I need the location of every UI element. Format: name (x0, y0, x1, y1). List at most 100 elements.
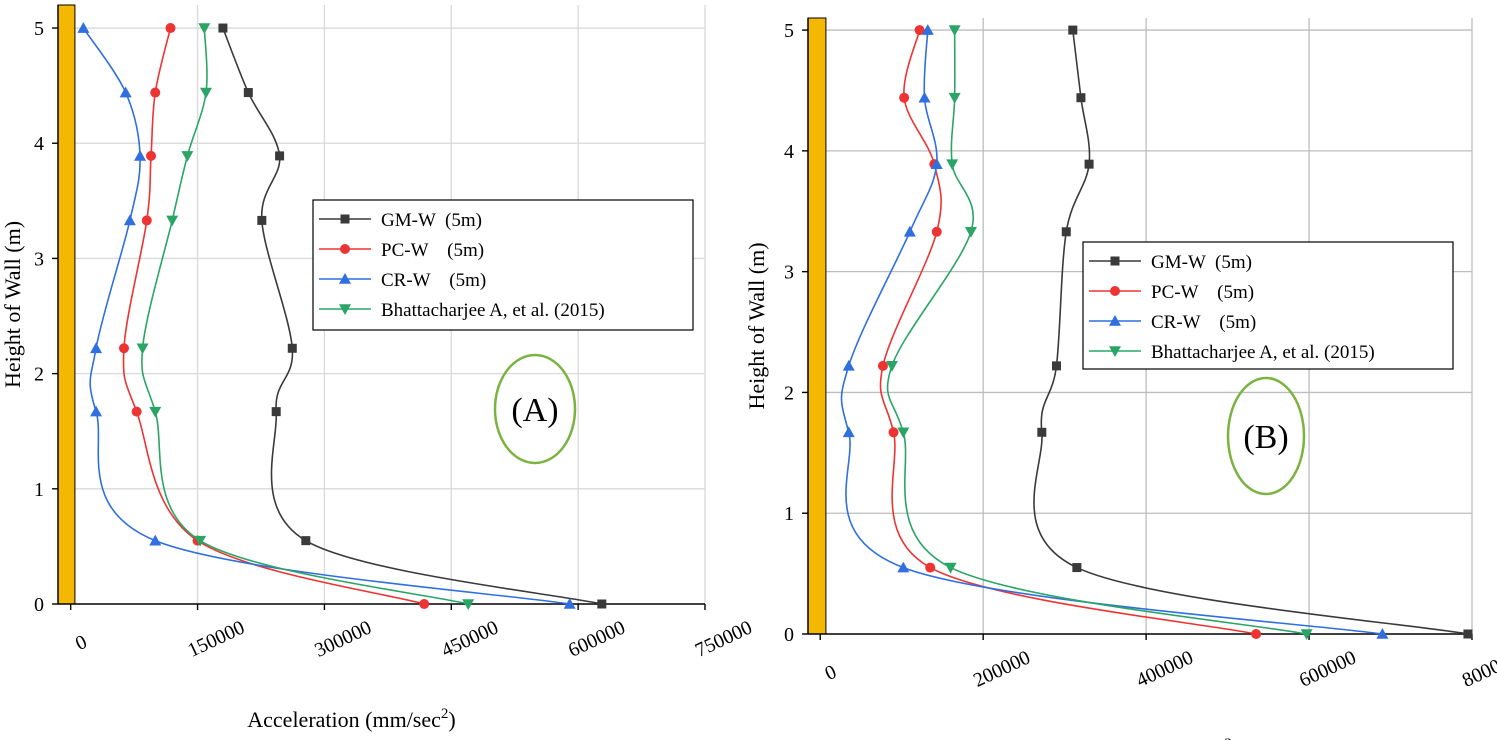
legend-marker (340, 214, 350, 224)
legend-label: CR-W (5m) (1151, 312, 1256, 333)
data-point (1068, 25, 1078, 35)
data-point (118, 343, 129, 354)
data-point (918, 91, 931, 103)
y-axis-label: Height of Wall (m) (0, 221, 25, 388)
data-point (877, 360, 888, 371)
x-tick-label: 750000 (692, 617, 756, 662)
data-point (946, 159, 959, 171)
panel-label: (A) (511, 392, 558, 429)
y-tick-label: 2 (34, 364, 44, 386)
legend-marker (1109, 346, 1121, 357)
y-tick-label: 4 (34, 133, 44, 155)
legend-label: GM-W (5m) (1151, 252, 1252, 273)
x-tick-label: 600000 (565, 617, 629, 662)
data-point (200, 87, 213, 99)
data-point (899, 92, 910, 103)
data-point (948, 92, 961, 104)
data-point (165, 23, 176, 34)
series-3 (77, 22, 576, 609)
data-point (198, 23, 211, 35)
y-tick-label: 4 (784, 141, 794, 163)
data-point (123, 214, 136, 226)
data-point (1300, 629, 1313, 640)
x-tick-label: 150000 (184, 617, 248, 662)
data-point (146, 150, 157, 161)
legend-marker (340, 244, 350, 254)
y-axis-label: Height of Wall (m) (744, 242, 769, 409)
data-point (275, 151, 285, 161)
y-tick-label: 5 (784, 20, 794, 42)
data-point (885, 361, 898, 372)
series-1 (218, 23, 607, 609)
legend-marker (1110, 256, 1120, 266)
data-point (287, 343, 297, 353)
panel-label: (B) (1243, 419, 1288, 456)
data-point (563, 598, 576, 609)
wall-band (57, 4, 76, 605)
data-point (166, 215, 179, 227)
data-point (271, 407, 281, 417)
chart-panel-1: 0 1 2 3 4 5 0 150000 300000 450000 600000 750000 Hei… (0, 4, 756, 732)
data-point (897, 561, 910, 573)
data-point (150, 87, 161, 98)
data-point (77, 22, 90, 33)
series-line (840, 30, 1383, 635)
y-tick-label: 3 (784, 262, 794, 284)
series-line (82, 27, 570, 605)
data-point (194, 535, 207, 547)
legend-box (312, 199, 694, 331)
legend-marker (339, 273, 351, 284)
series-1 (1033, 25, 1473, 639)
legend: GM-W (5m) PC-W (5m) CR-W (5m) Bhattacharjee… (312, 199, 694, 331)
data-point (1072, 563, 1082, 573)
legend-label: PC-W (5m) (1151, 282, 1254, 303)
x-tick-label: 400000 (1133, 647, 1197, 692)
data-point (597, 599, 607, 609)
data-point (301, 536, 311, 546)
legend-marker (339, 304, 351, 315)
legend-label: Bhattacharjee A, et al. (2015) (1151, 342, 1375, 363)
data-point (842, 359, 855, 371)
data-point (903, 225, 916, 237)
data-point (243, 88, 253, 98)
data-point (419, 599, 430, 609)
data-point (1251, 629, 1262, 639)
wall-band (807, 17, 827, 635)
data-point (257, 215, 267, 225)
data-point (1037, 427, 1047, 437)
legend-box (1082, 241, 1454, 370)
data-point (141, 215, 152, 226)
data-point (1084, 159, 1094, 169)
data-point (897, 427, 910, 439)
legend-marker (1109, 315, 1121, 326)
data-point (1076, 93, 1086, 103)
series-3 (840, 24, 1389, 639)
data-point (1463, 629, 1473, 639)
x-axis-label: Acceleration (mm/sec2) (1031, 736, 1239, 740)
data-point (930, 158, 943, 169)
data-point (131, 406, 142, 417)
y-tick-label: 5 (34, 18, 44, 40)
data-point (134, 149, 147, 161)
data-point (842, 426, 855, 438)
data-point (119, 86, 132, 98)
data-point (925, 562, 936, 573)
data-point (888, 427, 899, 438)
y-tick-label: 1 (34, 479, 44, 501)
legend-label: Bhattacharjee A, et al. (2015) (381, 300, 605, 321)
data-point (914, 25, 925, 36)
series-line (1033, 29, 1469, 635)
legend: GM-W (5m) PC-W (5m) CR-W (5m) Bhattacharjee… (1082, 241, 1454, 370)
legend-label: CR-W (5m) (381, 270, 486, 291)
data-point (1051, 361, 1061, 371)
y-tick-label: 2 (784, 382, 794, 404)
legend-label: GM-W (5m) (381, 210, 482, 231)
grid (58, 5, 706, 604)
x-tick-label: 0 (822, 661, 840, 685)
data-point (218, 23, 228, 33)
data-point (931, 226, 942, 237)
series-4 (136, 23, 475, 610)
y-tick-label: 3 (34, 248, 44, 270)
data-point (944, 562, 957, 574)
